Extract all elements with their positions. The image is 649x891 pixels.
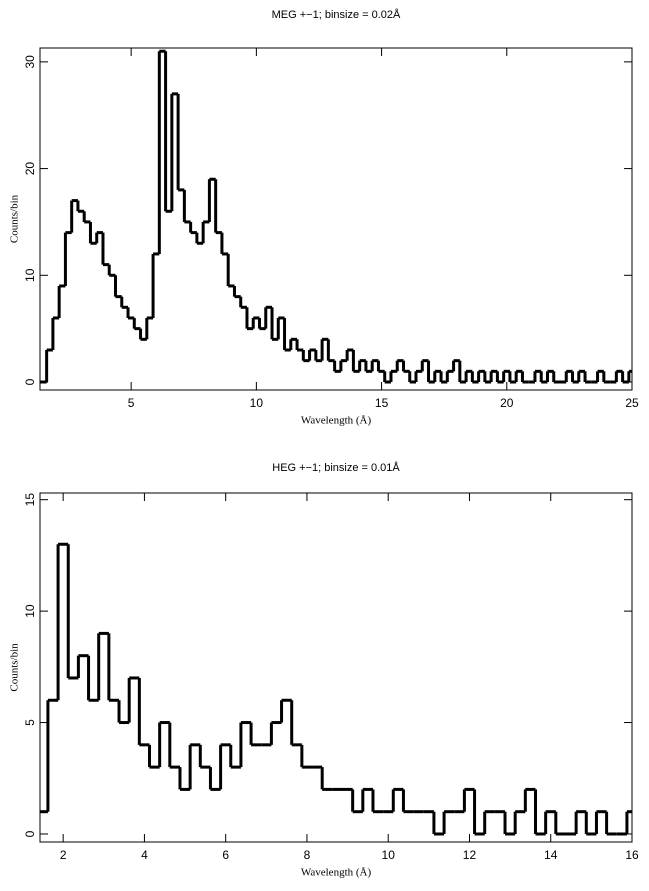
x-tick-label: 2 bbox=[60, 848, 67, 862]
y-tick-label: 10 bbox=[23, 268, 37, 282]
y-tick-label: 15 bbox=[23, 493, 37, 507]
y-tick-label: 10 bbox=[23, 604, 37, 618]
x-tick-label: 25 bbox=[625, 396, 639, 410]
x-tick-label: 10 bbox=[382, 848, 396, 862]
x-axis-label: Wavelength (Å) bbox=[301, 867, 372, 879]
x-tick-label: 6 bbox=[222, 848, 229, 862]
chart-title: MEG +−1; binsize = 0.02Å bbox=[272, 8, 401, 21]
x-tick-label: 5 bbox=[128, 396, 135, 410]
x-axis-label: Wavelength (Å) bbox=[301, 415, 372, 427]
y-tick-label: 0 bbox=[23, 830, 37, 837]
y-tick-label: 0 bbox=[23, 378, 37, 385]
x-tick-label: 20 bbox=[500, 396, 514, 410]
plot-frame bbox=[39, 492, 633, 843]
y-tick-label: 30 bbox=[23, 55, 37, 69]
x-tick-label: 4 bbox=[141, 848, 148, 862]
x-tick-label: 8 bbox=[304, 848, 311, 862]
x-tick-label: 10 bbox=[250, 396, 264, 410]
chart-title: HEG +−1; binsize = 0.01Å bbox=[272, 461, 400, 474]
x-tick-label: 12 bbox=[463, 848, 477, 862]
plot-frame bbox=[39, 47, 633, 391]
y-axis-label: Counts/bin bbox=[9, 643, 21, 692]
x-tick-label: 15 bbox=[375, 396, 389, 410]
y-tick-label: 5 bbox=[23, 719, 37, 726]
y-axis-label: Counts/bin bbox=[9, 194, 21, 243]
x-tick-label: 14 bbox=[544, 848, 558, 862]
y-tick-label: 20 bbox=[23, 162, 37, 176]
x-tick-label: 16 bbox=[625, 848, 639, 862]
